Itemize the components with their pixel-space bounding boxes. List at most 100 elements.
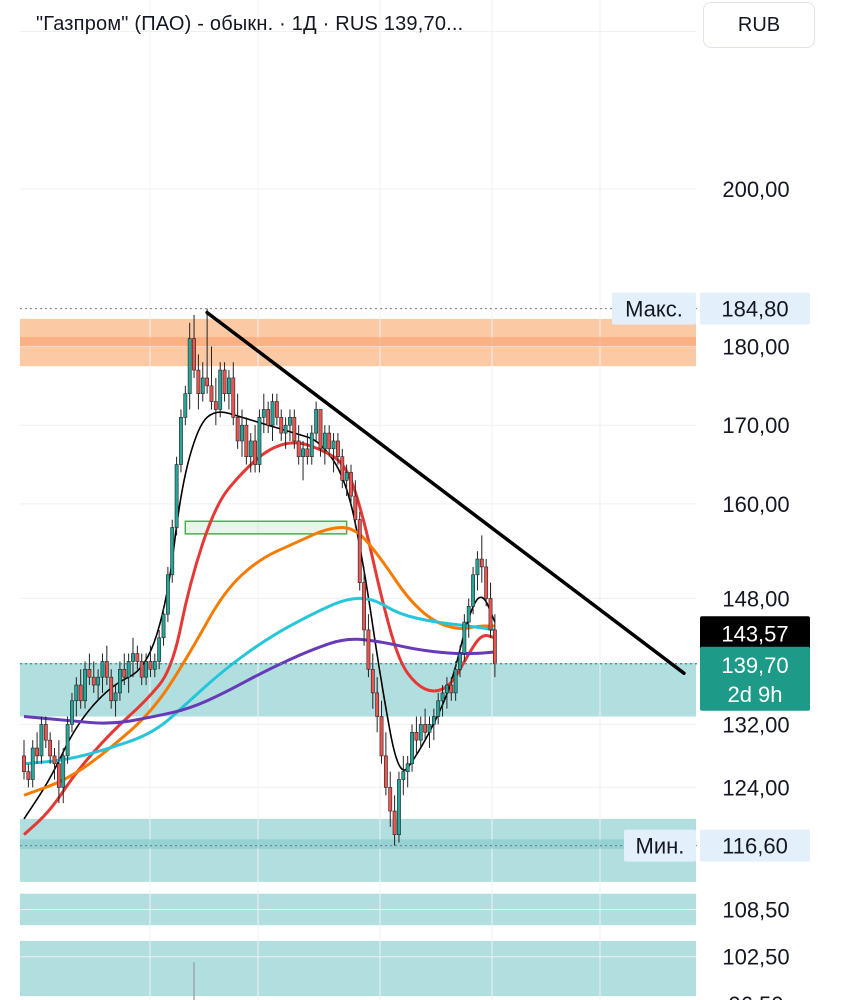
candle-body bbox=[131, 653, 135, 662]
candle bbox=[274, 393, 279, 426]
candle-body bbox=[436, 700, 441, 717]
candle bbox=[244, 417, 249, 465]
y-tick-label: 200,00 bbox=[722, 177, 789, 202]
candle-body bbox=[458, 653, 462, 670]
candle-body bbox=[292, 417, 297, 442]
candle bbox=[340, 448, 345, 489]
candle bbox=[192, 314, 196, 378]
candle-body bbox=[309, 432, 314, 457]
candle bbox=[52, 748, 57, 780]
candle bbox=[471, 566, 475, 615]
candle bbox=[401, 755, 406, 796]
candle-body bbox=[266, 409, 271, 426]
candle-body bbox=[440, 692, 445, 702]
candle-body bbox=[205, 377, 210, 387]
max-tag-value-text: 184,80 bbox=[721, 297, 788, 322]
min-tag-label-bg bbox=[624, 829, 696, 862]
candle-body bbox=[270, 401, 275, 426]
candle bbox=[248, 433, 253, 473]
candle bbox=[65, 716, 70, 764]
y-tick-label: 132,00 bbox=[722, 712, 789, 737]
candle bbox=[96, 669, 101, 701]
min-tag-value: 116,60 bbox=[700, 829, 810, 862]
candle-body bbox=[174, 464, 179, 528]
candle-body bbox=[161, 613, 166, 639]
candle bbox=[43, 716, 48, 749]
candle-body bbox=[43, 724, 48, 741]
candle bbox=[414, 716, 419, 756]
candle-body bbox=[122, 668, 127, 678]
candle-body bbox=[118, 668, 122, 694]
candle-body bbox=[240, 424, 244, 442]
candle bbox=[100, 653, 105, 693]
candle-body bbox=[362, 582, 366, 631]
candle-body bbox=[397, 779, 401, 835]
candle bbox=[39, 716, 44, 764]
candle-body bbox=[322, 432, 327, 450]
candle-body bbox=[449, 684, 454, 694]
candle bbox=[379, 700, 384, 764]
candle bbox=[309, 425, 314, 465]
candle bbox=[288, 409, 292, 441]
candle bbox=[118, 661, 122, 701]
candle bbox=[126, 653, 131, 693]
candle bbox=[349, 464, 353, 504]
candle-body bbox=[100, 661, 105, 678]
candle-body bbox=[488, 598, 493, 631]
y-tick-label: 170,00 bbox=[722, 413, 789, 438]
candle-body bbox=[235, 417, 240, 442]
candle-body bbox=[471, 574, 475, 607]
candle bbox=[279, 409, 284, 441]
zone bbox=[20, 818, 696, 882]
candle-body bbox=[318, 409, 323, 450]
candle bbox=[305, 433, 310, 465]
candle bbox=[375, 677, 380, 733]
candle-body bbox=[331, 440, 336, 450]
moving-average-line bbox=[23, 526, 495, 797]
candle-body bbox=[405, 763, 410, 772]
candle bbox=[327, 425, 332, 457]
candle bbox=[453, 661, 458, 701]
candle-body bbox=[113, 692, 118, 702]
candle bbox=[357, 511, 362, 591]
currency-selector[interactable]: RUB bbox=[703, 2, 815, 48]
candle-body bbox=[279, 417, 284, 434]
candle bbox=[353, 480, 358, 528]
marker-price-tag-text: 143,57 bbox=[721, 621, 788, 646]
chart-title: "Газпром" (ПАО) - обыкн. · 1Д · RUS 139,… bbox=[36, 13, 464, 35]
candle-body bbox=[83, 668, 87, 702]
candle-body bbox=[139, 661, 144, 678]
candle bbox=[479, 535, 484, 583]
marker-price-tag-bg bbox=[700, 616, 810, 651]
min-tag-value-bg bbox=[700, 829, 810, 862]
candle-body bbox=[170, 527, 175, 576]
last-price-tag: 139,70 2d 9h bbox=[700, 646, 810, 711]
candle bbox=[466, 598, 471, 638]
candle-body bbox=[179, 417, 183, 465]
candle-body bbox=[26, 771, 31, 780]
candle bbox=[370, 653, 375, 709]
candle bbox=[161, 606, 166, 646]
candle-body bbox=[78, 684, 83, 702]
candle bbox=[436, 692, 441, 725]
candle bbox=[165, 566, 170, 623]
candle bbox=[227, 370, 231, 410]
candle-body bbox=[484, 566, 489, 599]
candle bbox=[423, 708, 428, 741]
candle bbox=[144, 653, 148, 686]
candle-body bbox=[370, 668, 375, 694]
candle-body bbox=[423, 724, 428, 733]
candle bbox=[296, 425, 301, 465]
candle-body bbox=[340, 456, 345, 481]
candle-body bbox=[357, 519, 362, 583]
candle-body bbox=[222, 369, 227, 395]
candle-body bbox=[366, 629, 371, 670]
candle bbox=[322, 425, 327, 465]
candle-body bbox=[192, 338, 196, 371]
y-tick-label: 180,00 bbox=[722, 334, 789, 359]
candle bbox=[488, 582, 493, 638]
candle bbox=[187, 322, 192, 410]
trend-line bbox=[205, 310, 686, 675]
candle bbox=[261, 393, 266, 434]
